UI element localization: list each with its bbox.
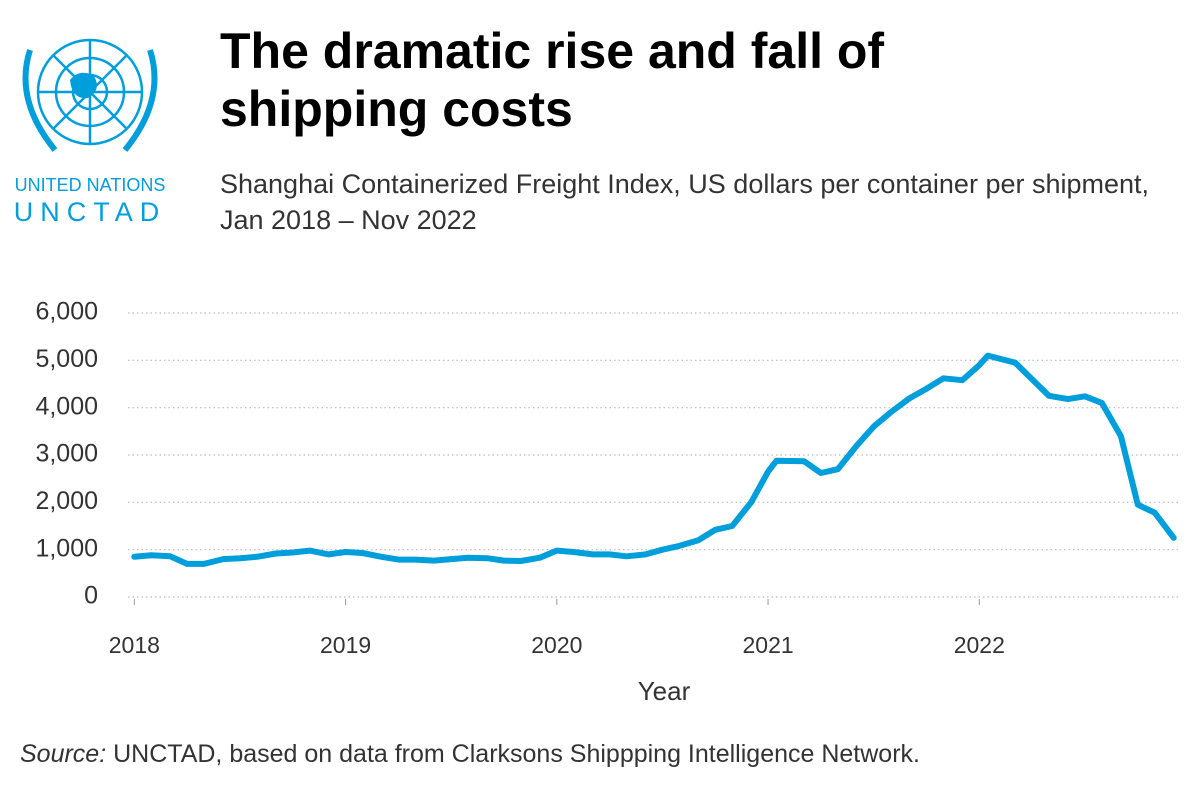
x-tick-label: 2020 — [531, 632, 582, 658]
y-tick-label: 4,000 — [35, 392, 98, 420]
chart: UNITED NATIONS UNCTAD 0 1,000 2,000 3,000 4,… — [14, 38, 1180, 706]
x-tick-label: 2022 — [954, 632, 1005, 658]
y-tick-label: 1,000 — [35, 534, 98, 562]
x-tick-label: 2021 — [742, 632, 793, 658]
x-tick-label: 2018 — [109, 632, 160, 658]
logo-text: UNITED NATIONS — [15, 175, 166, 195]
logo-laurel — [22, 49, 158, 152]
x-axis-title: Year — [638, 676, 691, 706]
logo: UNITED NATIONS UNCTAD — [14, 38, 167, 227]
y-tick-label: 5,000 — [35, 345, 98, 373]
y-tick-label: 3,000 — [35, 440, 98, 468]
logo-text: UNCTAD — [14, 197, 167, 227]
chart-subtitle: Shanghai Containerized Freight Index, US… — [220, 169, 1150, 235]
logo-land — [70, 72, 97, 99]
y-tick-label: 6,000 — [35, 298, 98, 326]
y-tick-label: 0 — [84, 582, 98, 610]
source-note: Source: UNCTAD, based on data from Clark… — [20, 740, 920, 769]
y-tick-label: 2,000 — [35, 487, 98, 515]
source-text: UNCTAD, based on data from Clarksons Shi… — [113, 740, 920, 768]
source-label: Source: — [20, 740, 107, 768]
x-tick-label: 2019 — [320, 632, 371, 658]
chart-title: The dramatic rise and fall of shipping c… — [220, 23, 885, 137]
line — [131, 352, 1177, 567]
